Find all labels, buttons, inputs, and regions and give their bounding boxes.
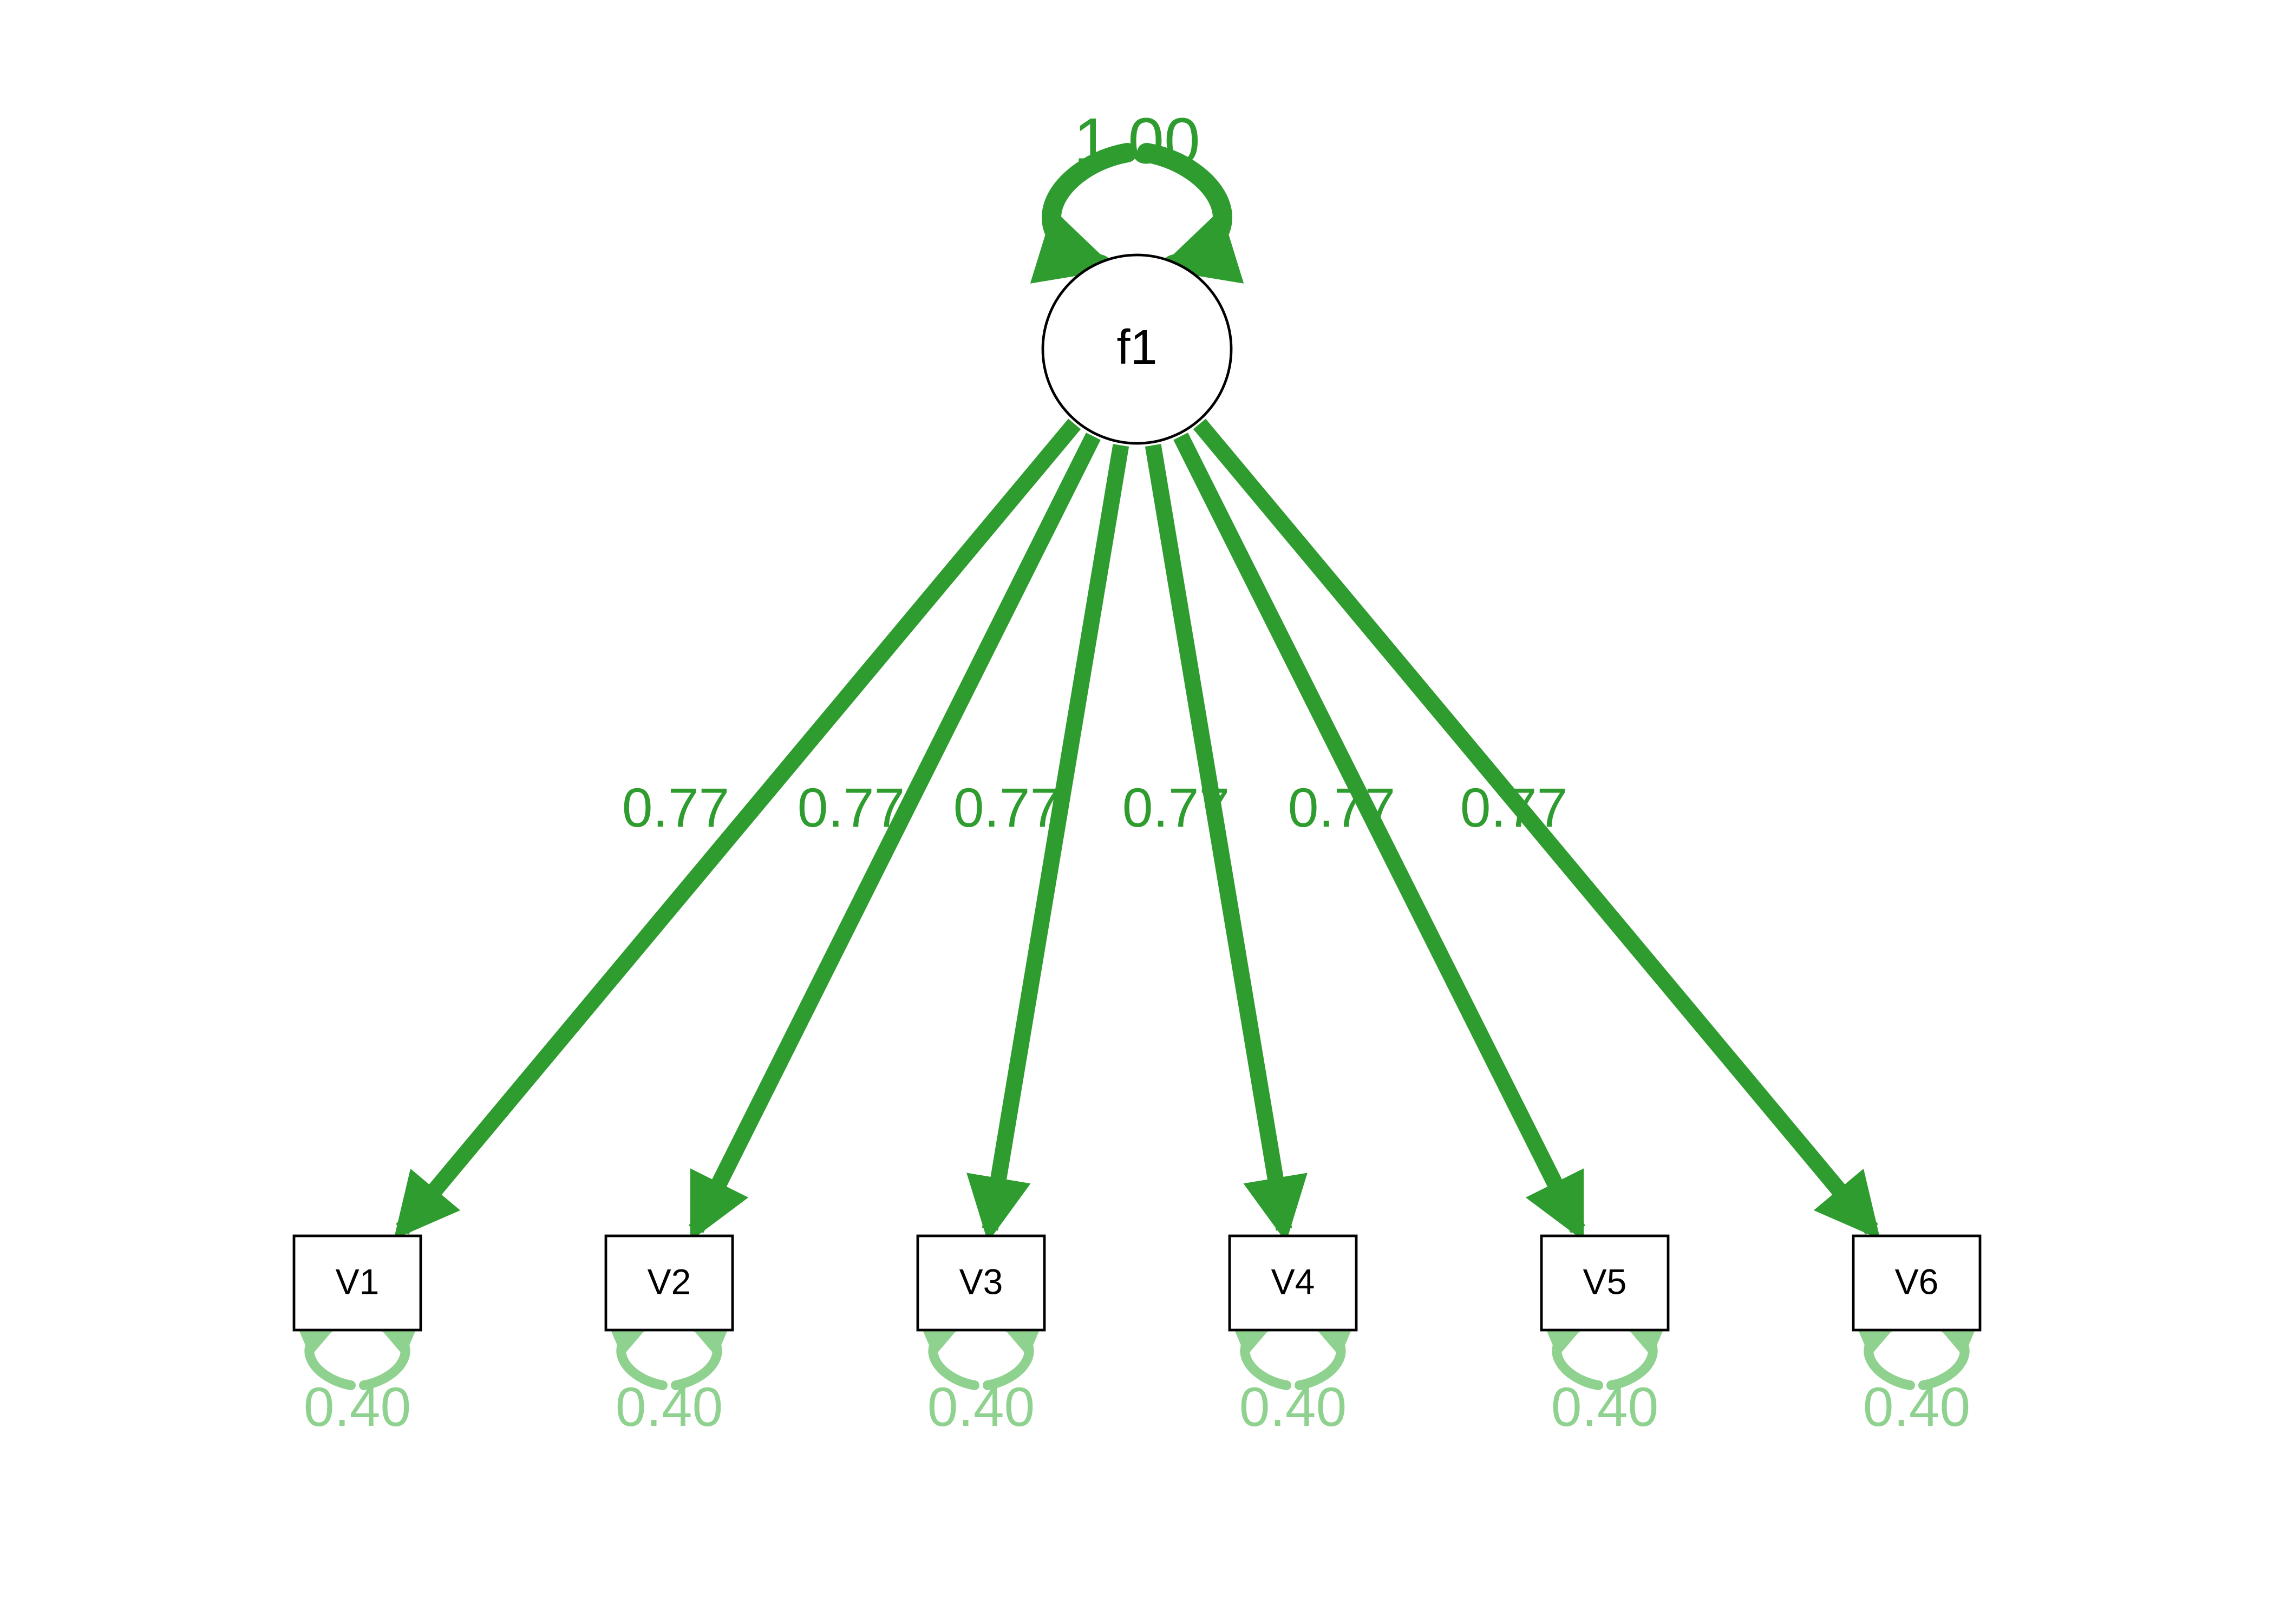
loading-label-V3: 0.77: [953, 777, 1061, 839]
sem-path-diagram: f1 V1 V2 V3 V4 V5 V6 1.00 0.77 0.77 0.77 0.77 0.77 0…: [0, 0, 2274, 1624]
observed-node-label-V1: V1: [336, 1261, 380, 1301]
observed-node-label-V2: V2: [648, 1261, 691, 1301]
observed-node-label-V4: V4: [1271, 1261, 1315, 1301]
loading-label-V2: 0.77: [798, 777, 905, 839]
observed-node-label-V5: V5: [1583, 1261, 1627, 1301]
residual-label-V3: 0.40: [927, 1376, 1035, 1438]
residual-label-V5: 0.40: [1551, 1376, 1659, 1438]
residual-label-V2: 0.40: [616, 1376, 723, 1438]
residual-label-V1: 0.40: [304, 1376, 411, 1438]
observed-node-label-V6: V6: [1895, 1261, 1939, 1301]
loading-label-V1: 0.77: [622, 777, 730, 839]
residual-label-V6: 0.40: [1863, 1376, 1971, 1438]
latent-node-label: f1: [1116, 320, 1157, 375]
loading-label-V4: 0.77: [1122, 777, 1230, 839]
loading-label-V5: 0.77: [1288, 777, 1396, 839]
observed-node-label-V3: V3: [959, 1261, 1003, 1301]
residual-label-V4: 0.40: [1239, 1376, 1347, 1438]
factor-variance-label: 1.00: [1074, 105, 1200, 178]
loading-label-V6: 0.77: [1460, 777, 1568, 839]
